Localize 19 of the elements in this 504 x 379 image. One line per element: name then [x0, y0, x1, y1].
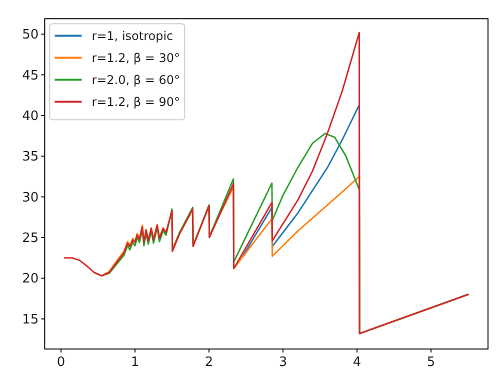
y-tick-label: 50 [22, 28, 39, 43]
x-tick-label: 2 [204, 355, 214, 370]
line-series [64, 32, 469, 334]
x-tick-label: 1 [130, 355, 140, 370]
y-tick-label: 30 [22, 190, 39, 206]
legend-label: r=1, isotropic [92, 29, 174, 44]
y-tick-label: 45 [22, 68, 39, 84]
y-tick-label: 20 [22, 272, 39, 287]
y-tick-label: 40 [22, 109, 39, 124]
x-tick-label: 4 [352, 355, 362, 370]
y-tick-label: 25 [22, 231, 39, 246]
x-tick-label: 3 [278, 355, 288, 370]
x-tick-label: 0 [56, 355, 66, 370]
legend-label: r=2.0, β = 60° [92, 73, 180, 88]
x-tick-label: 5 [426, 355, 436, 370]
y-tick-label: 15 [22, 312, 39, 328]
legend-label: r=1.2, β = 90° [92, 95, 180, 110]
legend-label: r=1.2, β = 30° [92, 51, 180, 66]
y-tick-label: 35 [22, 150, 39, 165]
